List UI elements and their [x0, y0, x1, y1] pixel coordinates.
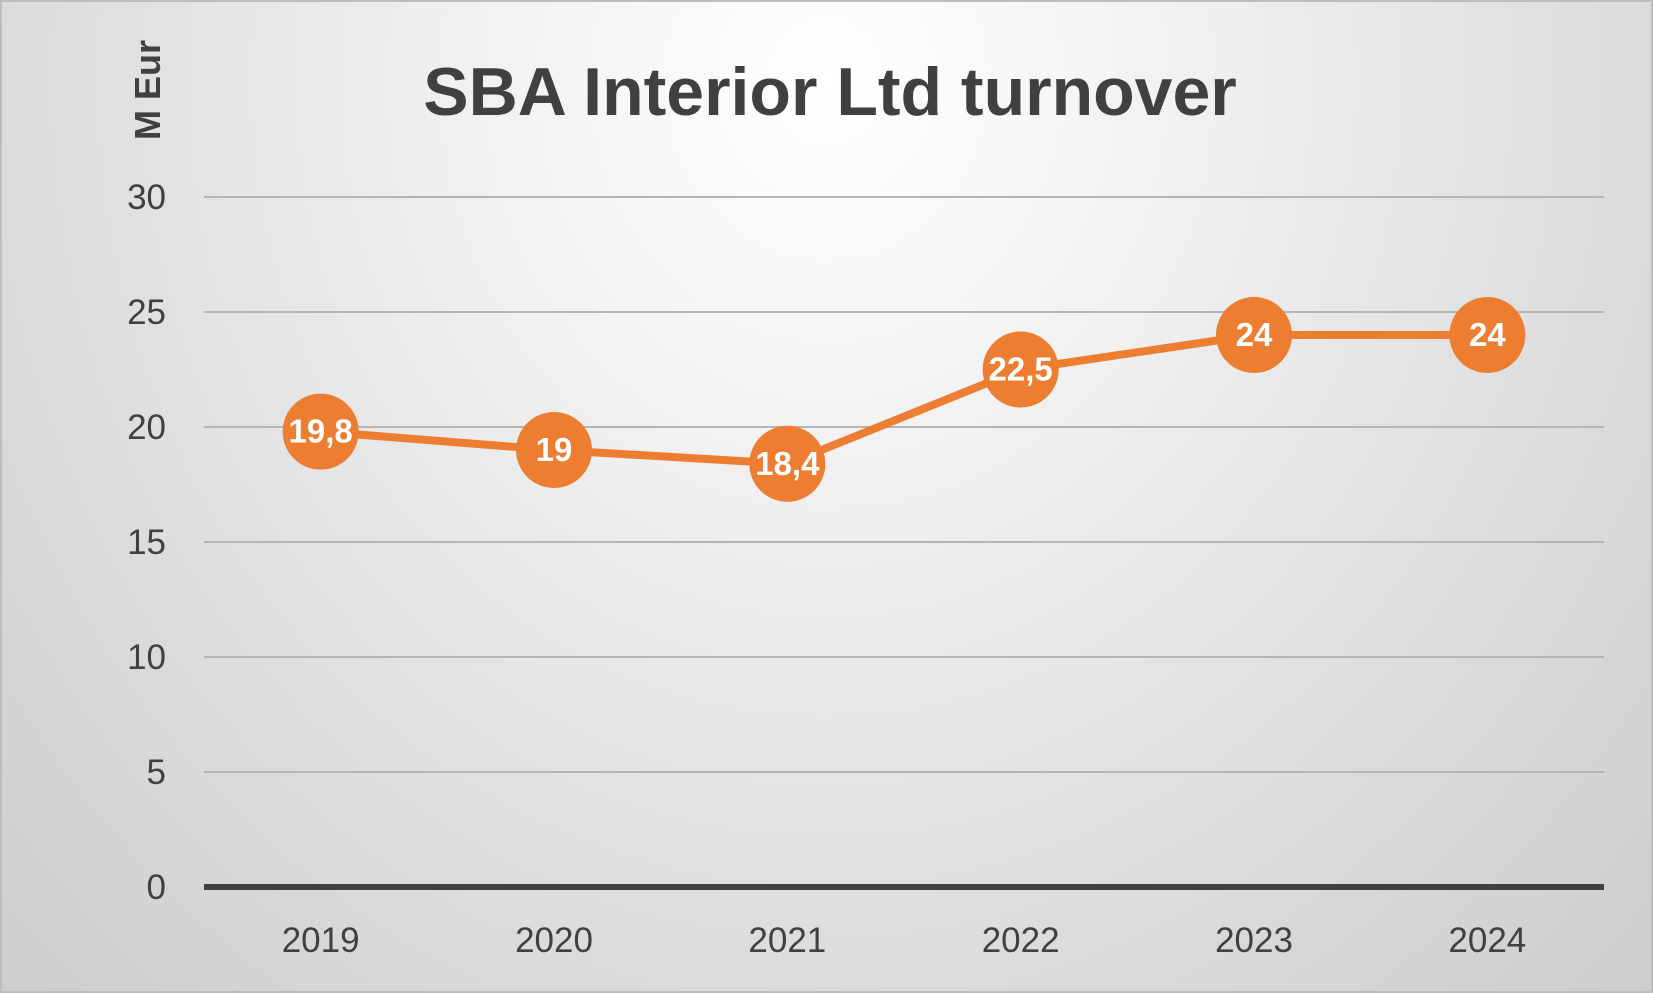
- x-tick-label: 2022: [982, 921, 1060, 960]
- y-tick-label: 10: [127, 638, 166, 677]
- x-tick-label: 2021: [748, 921, 826, 960]
- x-axis-ticks: 2019 2020 2021 2022 2023 2024: [282, 921, 1527, 960]
- data-point-marker: [1216, 297, 1292, 373]
- x-tick-label: 2020: [515, 921, 593, 960]
- data-point-marker: [749, 425, 826, 502]
- data-label: 24: [1236, 316, 1273, 353]
- data-point-marker: [282, 393, 359, 470]
- series-line: [320, 331, 1488, 468]
- data-points: 19,8 19 18,4 22,5 24 24: [282, 297, 1526, 502]
- x-tick-label: 2019: [282, 921, 360, 960]
- y-tick-label: 30: [127, 178, 166, 217]
- data-label: 22,5: [989, 351, 1053, 388]
- y-tick-label: 25: [127, 293, 166, 332]
- data-point-marker: [982, 331, 1059, 408]
- data-label: 19: [536, 431, 573, 468]
- data-label: 24: [1469, 316, 1506, 353]
- data-point-marker: [516, 412, 592, 488]
- x-tick-label: 2024: [1448, 921, 1526, 960]
- series-line-group: [320, 331, 1488, 468]
- x-tick-label: 2023: [1215, 921, 1293, 960]
- y-tick-label: 15: [127, 523, 166, 562]
- y-tick-label: 20: [127, 408, 166, 447]
- data-point-marker: [1449, 297, 1526, 373]
- data-label: 19,8: [289, 413, 353, 450]
- chart-title: SBA Interior Ltd turnover: [423, 54, 1237, 130]
- gridlines: [204, 196, 1604, 890]
- y-tick-label: 5: [147, 753, 166, 792]
- y-axis-ticks: 0 5 10 15 20 25 30: [127, 178, 166, 907]
- data-label: 18,4: [755, 445, 820, 482]
- y-tick-label: 0: [147, 868, 166, 907]
- y-axis-label: M Eur: [127, 40, 168, 140]
